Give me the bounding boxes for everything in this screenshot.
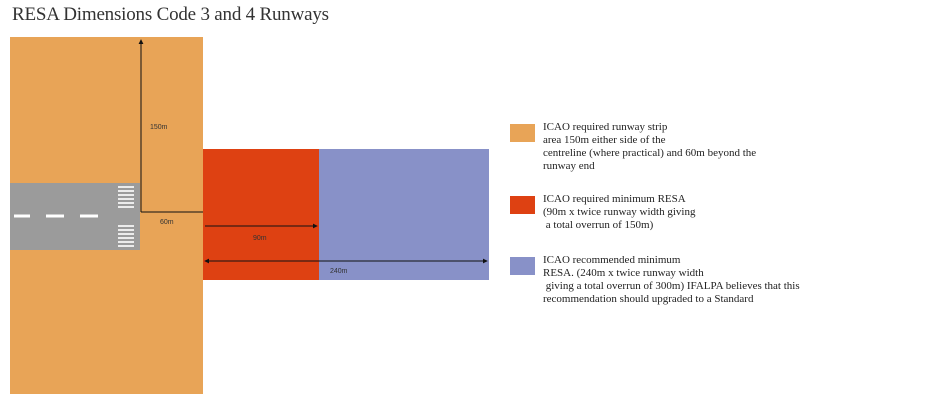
rec-resa-length-label: 240m [330, 268, 348, 275]
legend-swatch-minimum-resa [510, 196, 535, 214]
diagram-title: RESA Dimensions Code 3 and 4 Runways [12, 4, 329, 25]
legend-text-minimum-resa: ICAO required minimum RESA (90m x twice … [543, 193, 696, 231]
runway [10, 183, 140, 250]
strip-half-width-label: 150m [150, 124, 168, 131]
legend-text-recommended-resa: ICAO recommended minimum RESA. (240m x t… [543, 254, 800, 305]
recommended-resa-area [319, 149, 489, 280]
strip-end-label: 60m [160, 219, 174, 226]
threshold-markings [118, 186, 134, 247]
legend-text-runway-strip: ICAO required runway strip area 150m eit… [543, 121, 757, 172]
legend-swatch-recommended-resa [510, 257, 535, 275]
legend-swatch-runway-strip [510, 124, 535, 142]
minimum-resa-area [203, 149, 319, 280]
min-resa-length-label: 90m [253, 235, 267, 242]
